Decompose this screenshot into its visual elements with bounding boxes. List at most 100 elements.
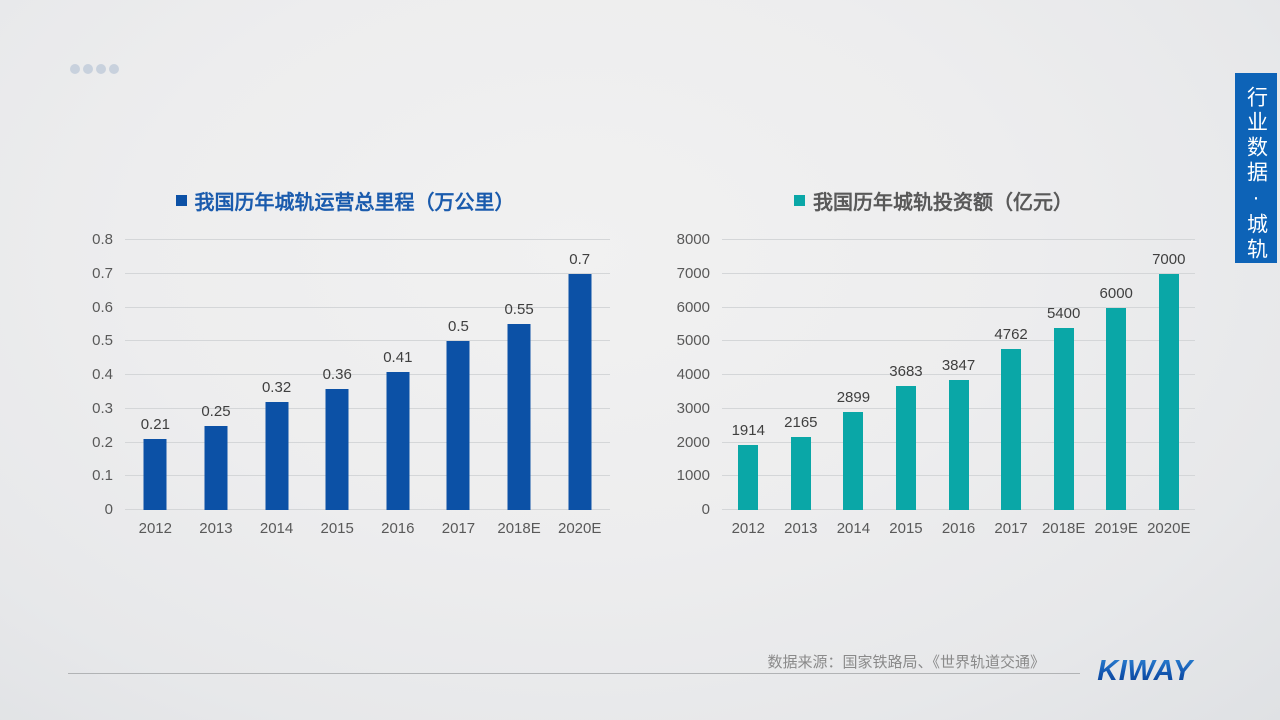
bar xyxy=(738,445,759,510)
bar-value-label: 5400 xyxy=(1046,304,1081,322)
y-tick-label: 7000 xyxy=(676,264,710,282)
bar-category: 3683 xyxy=(880,240,933,510)
chart-mileage: 我国历年城轨运营总里程（万公里） 0 0.1 0.2 0.3 0.4 0.5 0.6 0.7 0… xyxy=(80,185,610,537)
data-source-note: 数据来源：国家铁路局、《世界轨道交通》 xyxy=(767,654,1045,671)
bar-value-label: 7000 xyxy=(1152,250,1186,268)
y-tick-label: 0.6 xyxy=(92,298,113,316)
chart-investment: 我国历年城轨投资额（亿元） 0 1000 2000 3000 4000 5000 6000 7… xyxy=(672,185,1195,537)
x-tick-label: 2016 xyxy=(941,520,976,537)
gridline xyxy=(125,441,610,443)
y-tick-label: 0 xyxy=(701,501,710,518)
x-tick-label: 2020E xyxy=(558,520,602,537)
bar-value-label: 0.5 xyxy=(448,318,469,336)
gridline xyxy=(125,407,610,409)
x-tick-label: 2017 xyxy=(994,520,1028,537)
legend-square-icon xyxy=(794,194,805,206)
side-banner-label: 行业数据·城轨 xyxy=(1244,86,1268,263)
gridline xyxy=(125,509,610,510)
x-tick-label: 2013 xyxy=(199,520,233,537)
bar-value-label: 6000 xyxy=(1099,284,1133,302)
bar-category: 0.25 xyxy=(186,240,247,510)
bar-category: 6000 xyxy=(1090,240,1143,510)
bar-value-label: 2165 xyxy=(784,413,818,431)
x-tick-label: 2015 xyxy=(320,520,354,537)
bar xyxy=(568,273,592,510)
bar-category: 0.7 xyxy=(549,240,610,510)
x-tick-label: 2013 xyxy=(784,520,818,537)
x-tick-label: 2012 xyxy=(731,520,765,537)
chart-title: 我国历年城轨运营总里程（万公里） xyxy=(194,191,515,214)
bar-value-label: 0.55 xyxy=(504,301,534,319)
bar-category: 0.32 xyxy=(246,240,307,510)
x-tick-label: 2014 xyxy=(259,520,294,537)
progress-dot-icon xyxy=(70,64,80,74)
side-banner: 行业数据·城轨 xyxy=(1235,73,1277,263)
bar-value-label: 3683 xyxy=(889,362,923,380)
bar-category: 3847 xyxy=(932,240,985,510)
gridline xyxy=(722,239,1195,240)
bar-value-label: 3847 xyxy=(941,357,976,375)
bar xyxy=(386,371,410,510)
bar-value-label: 0.32 xyxy=(261,379,292,396)
bar xyxy=(1053,327,1074,510)
footer-divider xyxy=(68,673,1080,674)
y-tick-label: 0.4 xyxy=(92,366,113,383)
x-axis-labels: 2012 2013 2014 2015 2016 2017 2018E 2020E xyxy=(125,520,610,537)
x-tick-label: 2018E xyxy=(497,520,541,537)
x-tick-label: 2012 xyxy=(138,520,172,537)
plot-area: 0 1000 2000 3000 4000 5000 6000 7000 8000 1914 21… xyxy=(677,231,1195,518)
x-tick-label: 2016 xyxy=(381,520,415,537)
chart-investment-legend: 我国历年城轨投资额（亿元） xyxy=(672,185,1195,215)
bar-category: 0.21 xyxy=(125,240,186,510)
progress-dot-icon xyxy=(83,64,93,74)
gridline xyxy=(722,340,1195,342)
chart-mileage-legend: 我国历年城轨运营总里程（万公里） xyxy=(80,185,610,215)
x-tick-label: 2015 xyxy=(889,520,923,537)
bar-category: 2899 xyxy=(827,240,880,510)
chart-title: 我国历年城轨投资额（亿元） xyxy=(813,191,1073,214)
bar xyxy=(143,439,167,510)
bar-value-label: 1914 xyxy=(731,422,765,440)
y-tick-label: 3000 xyxy=(676,399,710,417)
gridline xyxy=(722,272,1195,274)
bar-value-label: 0.21 xyxy=(140,416,170,434)
y-tick-label: 0.7 xyxy=(92,264,113,282)
bar-category: 2165 xyxy=(775,240,828,510)
plot-area: 0 0.1 0.2 0.3 0.4 0.5 0.6 0.7 0.8 0.21 0.25 0.32 0.… xyxy=(92,231,610,518)
y-tick-label: 5000 xyxy=(676,332,710,350)
x-axis-labels: 2012 2013 2014 2015 2016 2017 2018E 2019E 2020E xyxy=(722,520,1195,537)
y-tick-label: 1000 xyxy=(676,467,710,485)
bar xyxy=(507,324,531,510)
bar-category: 1914 xyxy=(722,240,775,510)
bar-value-label: 4762 xyxy=(994,326,1028,344)
y-tick-label: 0.1 xyxy=(92,467,113,485)
bar xyxy=(790,436,811,510)
bar xyxy=(895,385,916,510)
progress-dots xyxy=(70,64,119,74)
y-tick-label: 0 xyxy=(104,501,113,518)
progress-dot-icon xyxy=(96,64,106,74)
bar xyxy=(948,380,969,510)
gridline xyxy=(125,374,610,375)
bar-value-label: 0.25 xyxy=(201,402,231,420)
y-tick-label: 0.3 xyxy=(92,399,113,417)
x-tick-label: 2017 xyxy=(441,520,476,537)
x-tick-label: 2019E xyxy=(1094,520,1138,537)
bars: 0.21 0.25 0.32 0.36 0.41 0.5 0.55 0.7 xyxy=(125,240,610,510)
legend-square-icon xyxy=(175,194,187,206)
bar-category: 0.55 xyxy=(489,240,550,510)
bar-value-label: 0.36 xyxy=(322,365,352,383)
bar-value-label: 2899 xyxy=(836,389,871,407)
bar-category: 0.41 xyxy=(368,240,429,510)
bar xyxy=(1106,307,1127,510)
bar xyxy=(204,425,228,510)
y-tick-label: 6000 xyxy=(676,298,710,316)
gridline xyxy=(722,374,1195,375)
y-tick-label: 2000 xyxy=(676,433,710,451)
bar xyxy=(325,388,349,510)
kiway-logo: KIWAY xyxy=(1090,655,1200,688)
gridline xyxy=(125,340,610,342)
gridline xyxy=(722,306,1195,308)
bar-value-label: 0.7 xyxy=(569,250,591,268)
